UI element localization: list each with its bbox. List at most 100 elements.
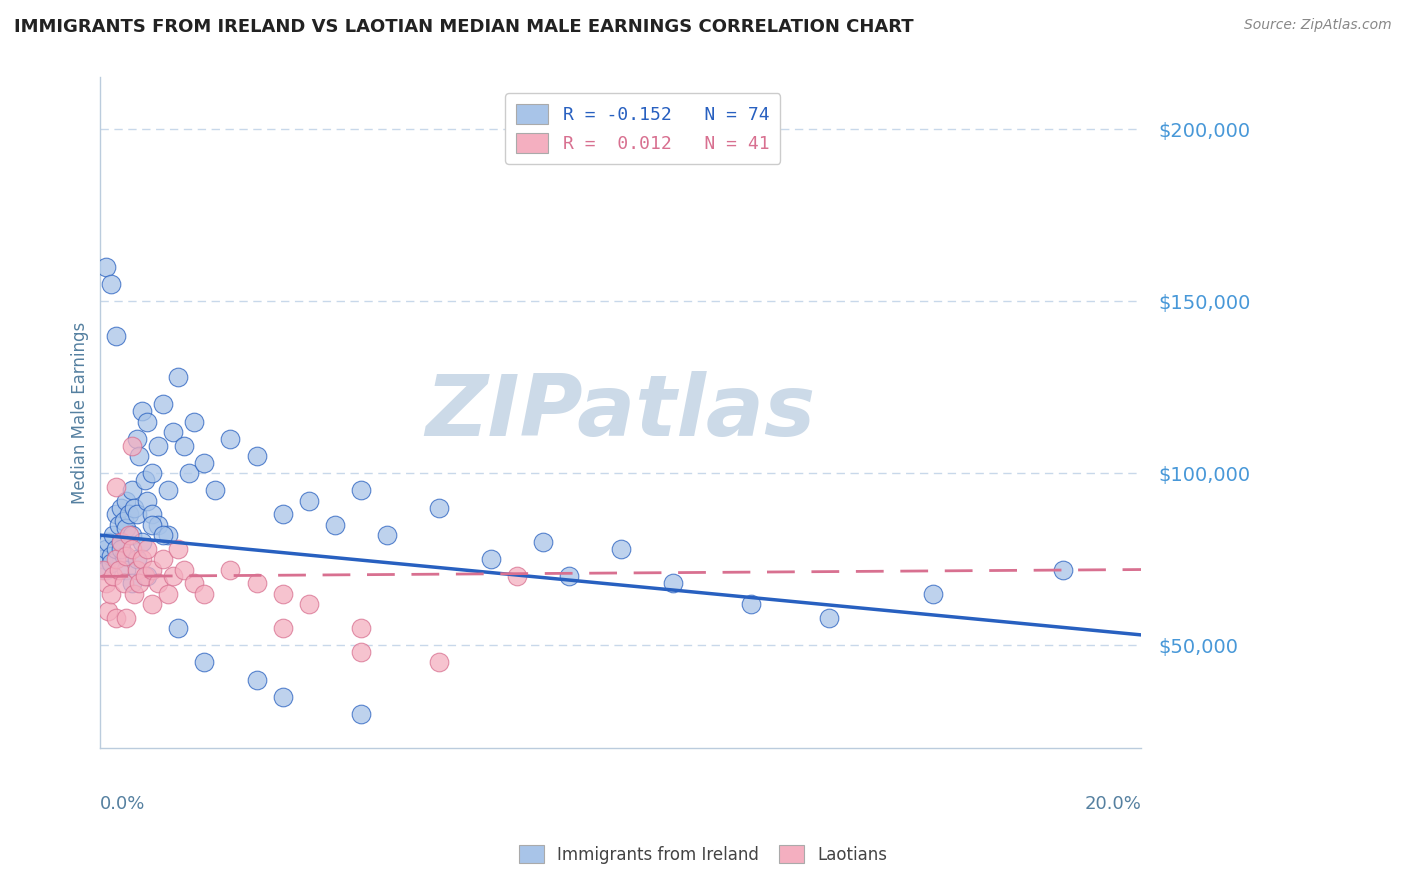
- Point: [146, 576, 169, 591]
- Point: [112, 549, 135, 563]
- Point: [193, 456, 215, 470]
- Point: [167, 369, 190, 384]
- Point: [297, 597, 319, 611]
- Point: [167, 621, 190, 635]
- Point: [115, 493, 138, 508]
- Point: [193, 586, 215, 600]
- Point: [122, 586, 145, 600]
- Point: [156, 483, 179, 498]
- Point: [349, 483, 371, 498]
- Point: [349, 645, 371, 659]
- Point: [141, 466, 163, 480]
- Point: [121, 483, 143, 498]
- Point: [156, 586, 179, 600]
- Point: [118, 528, 141, 542]
- Point: [1052, 562, 1074, 576]
- Point: [91, 562, 114, 576]
- Point: [136, 415, 159, 429]
- Point: [125, 508, 148, 522]
- Point: [173, 562, 195, 576]
- Point: [245, 576, 267, 591]
- Point: [104, 541, 127, 556]
- Point: [662, 576, 685, 591]
- Point: [610, 541, 633, 556]
- Point: [271, 508, 294, 522]
- Point: [128, 576, 150, 591]
- Point: [162, 425, 184, 439]
- Point: [323, 517, 346, 532]
- Point: [115, 549, 138, 563]
- Point: [104, 611, 127, 625]
- Point: [177, 466, 200, 480]
- Point: [558, 569, 581, 583]
- Point: [349, 707, 371, 722]
- Point: [91, 552, 114, 566]
- Point: [156, 528, 179, 542]
- Legend: Immigrants from Ireland, Laotians: Immigrants from Ireland, Laotians: [512, 838, 894, 871]
- Text: IMMIGRANTS FROM IRELAND VS LAOTIAN MEDIAN MALE EARNINGS CORRELATION CHART: IMMIGRANTS FROM IRELAND VS LAOTIAN MEDIA…: [14, 18, 914, 36]
- Point: [219, 432, 242, 446]
- Point: [141, 508, 163, 522]
- Point: [125, 432, 148, 446]
- Point: [112, 576, 135, 591]
- Point: [115, 611, 138, 625]
- Point: [183, 576, 205, 591]
- Point: [131, 552, 153, 566]
- Point: [100, 556, 122, 570]
- Point: [271, 586, 294, 600]
- Point: [103, 528, 125, 542]
- Point: [122, 500, 145, 515]
- Point: [115, 521, 138, 535]
- Point: [94, 260, 117, 274]
- Point: [104, 328, 127, 343]
- Point: [121, 528, 143, 542]
- Point: [136, 541, 159, 556]
- Point: [479, 552, 502, 566]
- Point: [136, 569, 159, 583]
- Point: [110, 500, 132, 515]
- Point: [245, 449, 267, 463]
- Point: [104, 480, 127, 494]
- Point: [104, 552, 127, 566]
- Point: [183, 415, 205, 429]
- Point: [125, 552, 148, 566]
- Point: [134, 473, 156, 487]
- Point: [125, 562, 148, 576]
- Point: [128, 449, 150, 463]
- Point: [121, 541, 143, 556]
- Point: [107, 517, 129, 532]
- Point: [136, 493, 159, 508]
- Point: [141, 517, 163, 532]
- Text: Source: ZipAtlas.com: Source: ZipAtlas.com: [1244, 18, 1392, 32]
- Point: [97, 535, 120, 549]
- Point: [112, 514, 135, 528]
- Point: [162, 569, 184, 583]
- Point: [104, 508, 127, 522]
- Text: 20.0%: 20.0%: [1084, 796, 1142, 814]
- Y-axis label: Median Male Earnings: Median Male Earnings: [72, 322, 89, 504]
- Point: [219, 562, 242, 576]
- Point: [349, 621, 371, 635]
- Point: [167, 541, 190, 556]
- Point: [94, 562, 117, 576]
- Point: [427, 500, 450, 515]
- Point: [141, 562, 163, 576]
- Point: [297, 493, 319, 508]
- Point: [94, 541, 117, 556]
- Point: [97, 604, 120, 618]
- Point: [152, 397, 174, 411]
- Point: [152, 552, 174, 566]
- Text: ZIPatlas: ZIPatlas: [426, 371, 815, 454]
- Point: [110, 535, 132, 549]
- Point: [146, 439, 169, 453]
- Point: [375, 528, 398, 542]
- Point: [922, 586, 945, 600]
- Point: [103, 569, 125, 583]
- Point: [131, 535, 153, 549]
- Point: [427, 656, 450, 670]
- Point: [271, 690, 294, 704]
- Point: [818, 611, 841, 625]
- Point: [107, 562, 129, 576]
- Point: [131, 404, 153, 418]
- Point: [146, 517, 169, 532]
